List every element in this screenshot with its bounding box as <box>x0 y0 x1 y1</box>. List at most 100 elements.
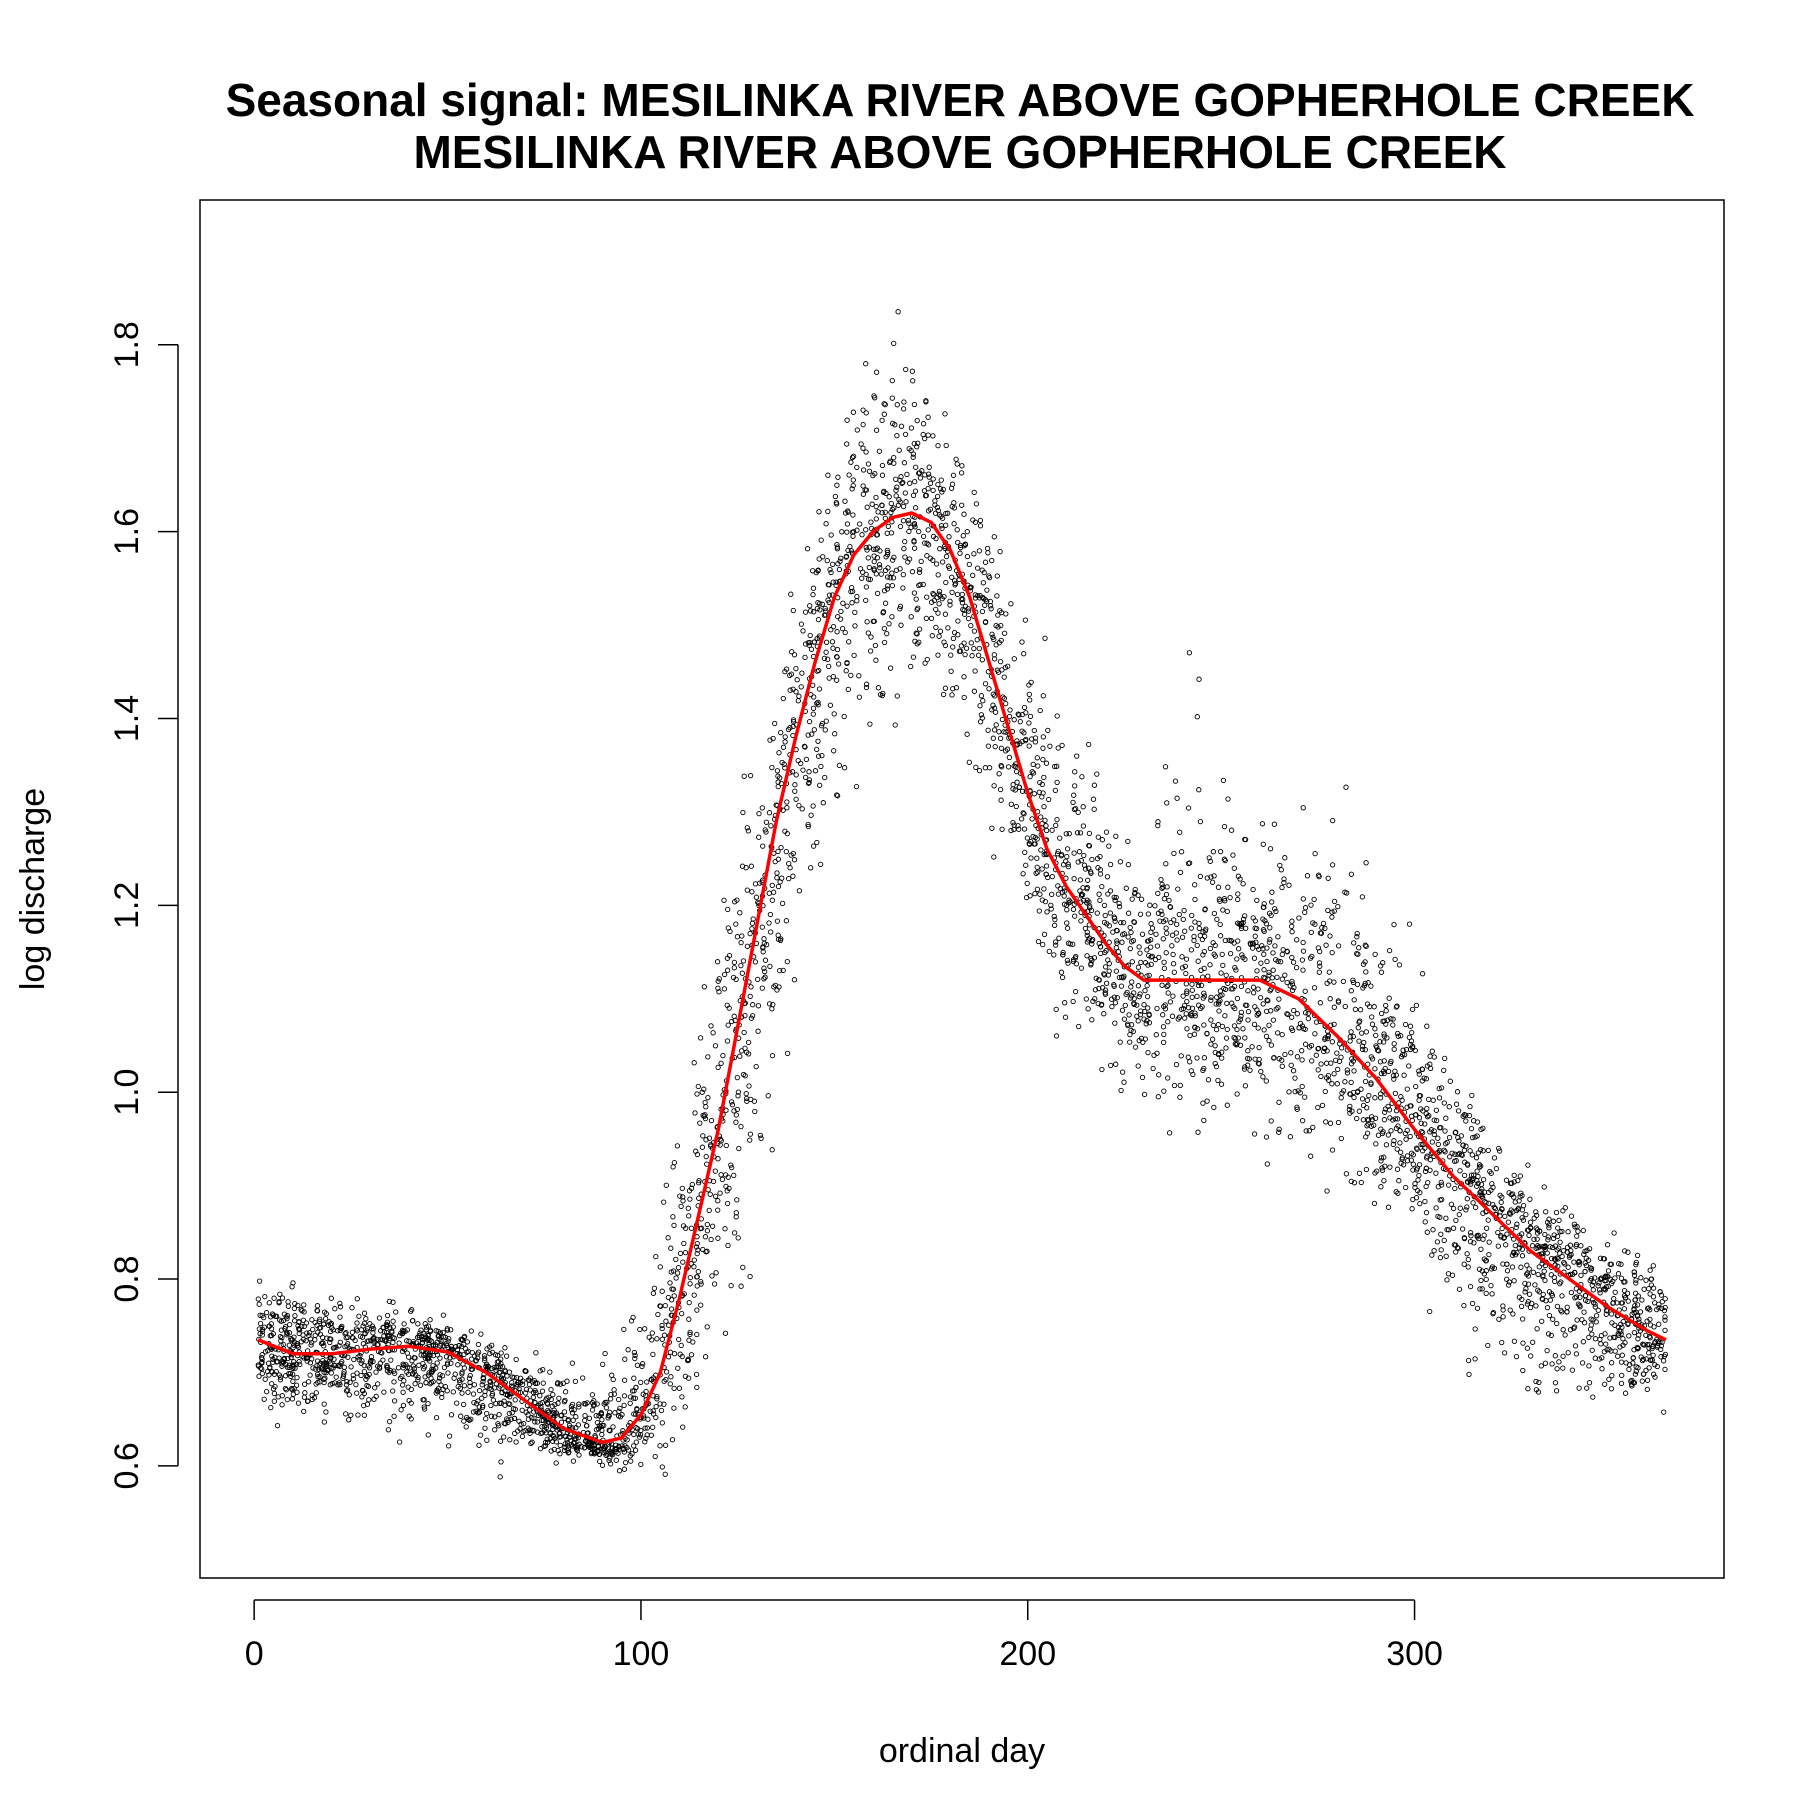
scatter-point <box>343 1382 350 1388</box>
scatter-point <box>1300 939 1306 946</box>
scatter-point <box>428 1375 434 1381</box>
scatter-point <box>891 340 897 347</box>
scatter-point <box>1254 897 1260 904</box>
scatter-point <box>830 623 837 630</box>
scatter-point <box>1074 830 1081 836</box>
scatter-point <box>1465 1256 1471 1263</box>
scatter-point <box>610 1424 616 1430</box>
scatter-point <box>1615 1271 1622 1277</box>
scatter-point <box>982 559 989 565</box>
scatter-point <box>461 1333 468 1340</box>
scatter-point <box>1378 1010 1385 1017</box>
scatter-point <box>1211 1104 1217 1111</box>
scatter-point <box>897 523 904 530</box>
scatter-point <box>1532 1282 1538 1288</box>
scatter-point <box>326 1358 333 1364</box>
scatter-point <box>732 899 738 905</box>
scatter-point <box>917 566 923 573</box>
scatter-point <box>884 630 890 637</box>
scatter-point <box>1102 964 1109 970</box>
scatter-point <box>1205 973 1211 979</box>
scatter-point <box>1649 1345 1655 1352</box>
scatter-point <box>1662 1327 1668 1334</box>
scatter-point <box>1034 886 1041 892</box>
scatter-point <box>930 590 936 597</box>
scatter-point <box>879 692 885 699</box>
scatter-point <box>913 630 919 636</box>
scatter-point <box>389 1329 395 1336</box>
scatter-point <box>1554 1255 1560 1261</box>
scatter-point <box>1029 736 1035 742</box>
scatter-point <box>462 1346 469 1352</box>
scatter-point <box>749 889 755 895</box>
scatter-point <box>344 1378 350 1385</box>
scatter-point <box>1533 1378 1539 1385</box>
scatter-point <box>476 1387 483 1394</box>
scatter-point <box>1351 997 1357 1003</box>
scatter-point <box>358 1372 364 1379</box>
scatter-point <box>653 1253 659 1260</box>
scatter-point <box>1651 1324 1657 1330</box>
scatter-point <box>1030 833 1036 840</box>
scatter-point <box>1086 830 1093 837</box>
scatter-point <box>1586 1380 1593 1386</box>
scatter-point <box>1178 849 1185 855</box>
scatter-point <box>939 596 945 602</box>
scatter-point <box>702 1115 709 1122</box>
scatter-point <box>1351 1180 1358 1186</box>
scatter-point <box>662 1442 669 1448</box>
scatter-point <box>398 1407 404 1413</box>
scatter-point <box>1020 810 1026 816</box>
scatter-point <box>1033 870 1039 876</box>
scatter-point <box>1631 1347 1637 1353</box>
scatter-point <box>850 512 856 518</box>
scatter-point <box>1407 1023 1414 1029</box>
scatter-point <box>396 1439 403 1445</box>
scatter-point <box>923 615 929 622</box>
scatter-point <box>1241 1066 1248 1072</box>
scatter-point <box>790 873 796 879</box>
scatter-point <box>1026 720 1032 726</box>
scatter-point <box>584 1423 590 1429</box>
scatter-point <box>285 1303 292 1309</box>
scatter-point <box>993 642 999 648</box>
scatter-point <box>1102 912 1108 919</box>
scatter-point <box>539 1388 546 1394</box>
scatter-point <box>384 1312 391 1319</box>
scatter-point <box>833 579 839 585</box>
scatter-point <box>1231 1023 1238 1029</box>
scatter-point <box>1275 1030 1281 1036</box>
scatter-point <box>343 1330 349 1336</box>
scatter-point <box>522 1368 528 1374</box>
scatter-point <box>733 1119 739 1125</box>
scatter-point <box>1279 951 1285 958</box>
scatter-point <box>314 1308 321 1314</box>
scatter-point <box>740 958 747 964</box>
scatter-point <box>1041 931 1048 938</box>
scatter-point <box>1463 1118 1469 1124</box>
scatter-point <box>1266 972 1272 978</box>
scatter-point <box>1041 803 1047 810</box>
scatter-point <box>1350 977 1356 983</box>
scatter-point <box>807 632 813 639</box>
scatter-point <box>1036 908 1042 914</box>
scatter-point <box>986 765 993 771</box>
scatter-point <box>1472 1204 1479 1211</box>
scatter-point <box>490 1397 497 1403</box>
scatter-point <box>828 532 834 538</box>
scatter-point <box>784 805 790 811</box>
scatter-point <box>1486 1251 1492 1258</box>
scatter-point <box>717 1136 723 1142</box>
scatter-point <box>949 481 956 487</box>
scatter-point <box>463 1424 469 1430</box>
scatter-point <box>1095 834 1101 840</box>
scatter-point <box>599 1417 605 1423</box>
scatter-point <box>971 628 978 634</box>
scatter-point <box>1138 896 1145 902</box>
scatter-point <box>1269 889 1275 895</box>
scatter-point <box>976 548 983 554</box>
scatter-point <box>1368 1054 1374 1060</box>
scatter-point <box>996 771 1002 777</box>
scatter-point <box>1136 993 1142 1000</box>
scatter-point <box>1597 1276 1603 1282</box>
